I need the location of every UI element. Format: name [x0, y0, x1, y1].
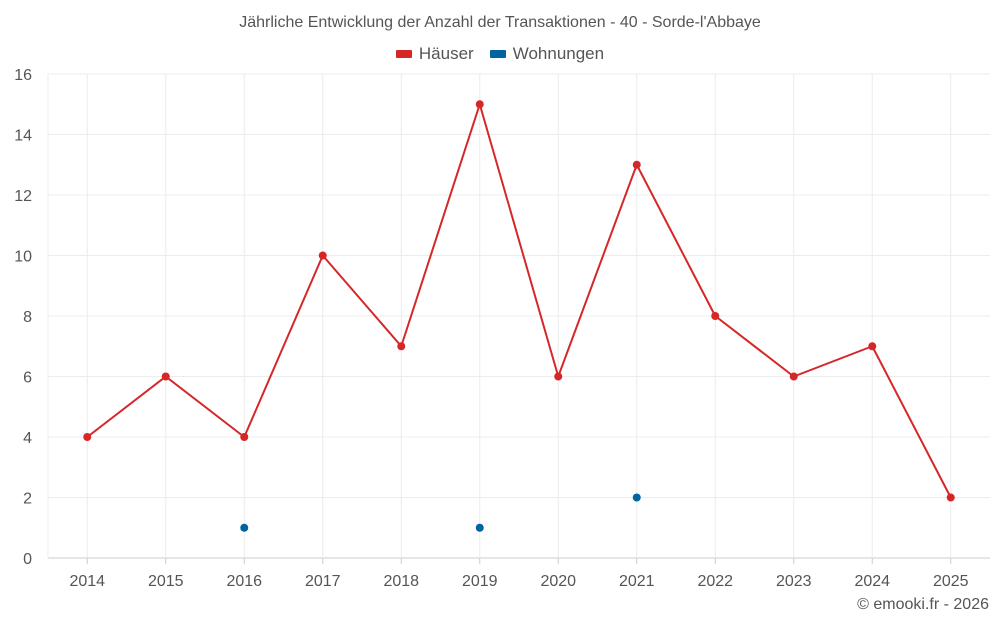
x-tick-label: 2021	[619, 573, 655, 590]
legend-item-haeuser[interactable]: Häuser	[395, 44, 474, 64]
x-tick-label: 2017	[305, 573, 341, 590]
data-point-wohnungen	[475, 523, 484, 532]
y-tick-label: 16	[14, 67, 32, 84]
x-tick-label: 2019	[462, 573, 498, 590]
data-point-haeuser	[397, 342, 406, 351]
x-tick-label: 2020	[540, 573, 576, 590]
y-tick-label: 12	[14, 188, 32, 205]
legend-swatch-wohnungen	[489, 50, 506, 58]
x-tick-label: 2022	[697, 573, 733, 590]
legend-label-wohnungen: Wohnungen	[512, 44, 605, 63]
data-point-haeuser	[711, 312, 720, 320]
data-point-haeuser	[161, 372, 170, 381]
legend-swatch-haeuser	[395, 50, 412, 58]
data-point-haeuser	[789, 372, 798, 381]
series-line-haeuser	[86, 103, 952, 498]
data-point-haeuser	[240, 433, 249, 441]
x-tick-label: 2016	[226, 573, 262, 590]
x-tick-label: 2024	[854, 573, 890, 590]
data-point-haeuser	[554, 372, 563, 381]
y-tick-label: 0	[23, 551, 32, 568]
chart-legend: Häuser Wohnungen	[0, 44, 1000, 64]
data-point-haeuser	[475, 100, 484, 109]
data-point-wohnungen	[240, 523, 249, 532]
x-tick-label: 2018	[383, 573, 419, 590]
y-tick-label: 2	[23, 491, 32, 508]
y-tick-label: 14	[14, 128, 32, 145]
data-point-haeuser	[946, 493, 955, 502]
data-point-haeuser	[868, 342, 877, 351]
x-tick-label: 2023	[776, 573, 812, 590]
legend-item-wohnungen[interactable]: Wohnungen	[489, 44, 605, 64]
data-point-haeuser	[632, 160, 641, 169]
legend-label-haeuser: Häuser	[418, 44, 474, 63]
y-tick-label: 8	[23, 309, 32, 326]
data-point-haeuser	[83, 433, 92, 441]
y-tick-label: 4	[23, 430, 32, 447]
data-point-wohnungen	[632, 493, 641, 502]
copyright-text: © emooki.fr - 2026	[857, 596, 989, 613]
x-tick-label: 2025	[933, 573, 969, 590]
y-tick-label: 6	[23, 370, 32, 387]
x-tick-label: 2014	[69, 573, 105, 590]
y-tick-label: 10	[14, 249, 32, 266]
chart-title: Jährliche Entwicklung der Anzahl der Tra…	[239, 14, 761, 31]
x-tick-label: 2015	[148, 573, 184, 590]
data-point-haeuser	[318, 251, 327, 260]
